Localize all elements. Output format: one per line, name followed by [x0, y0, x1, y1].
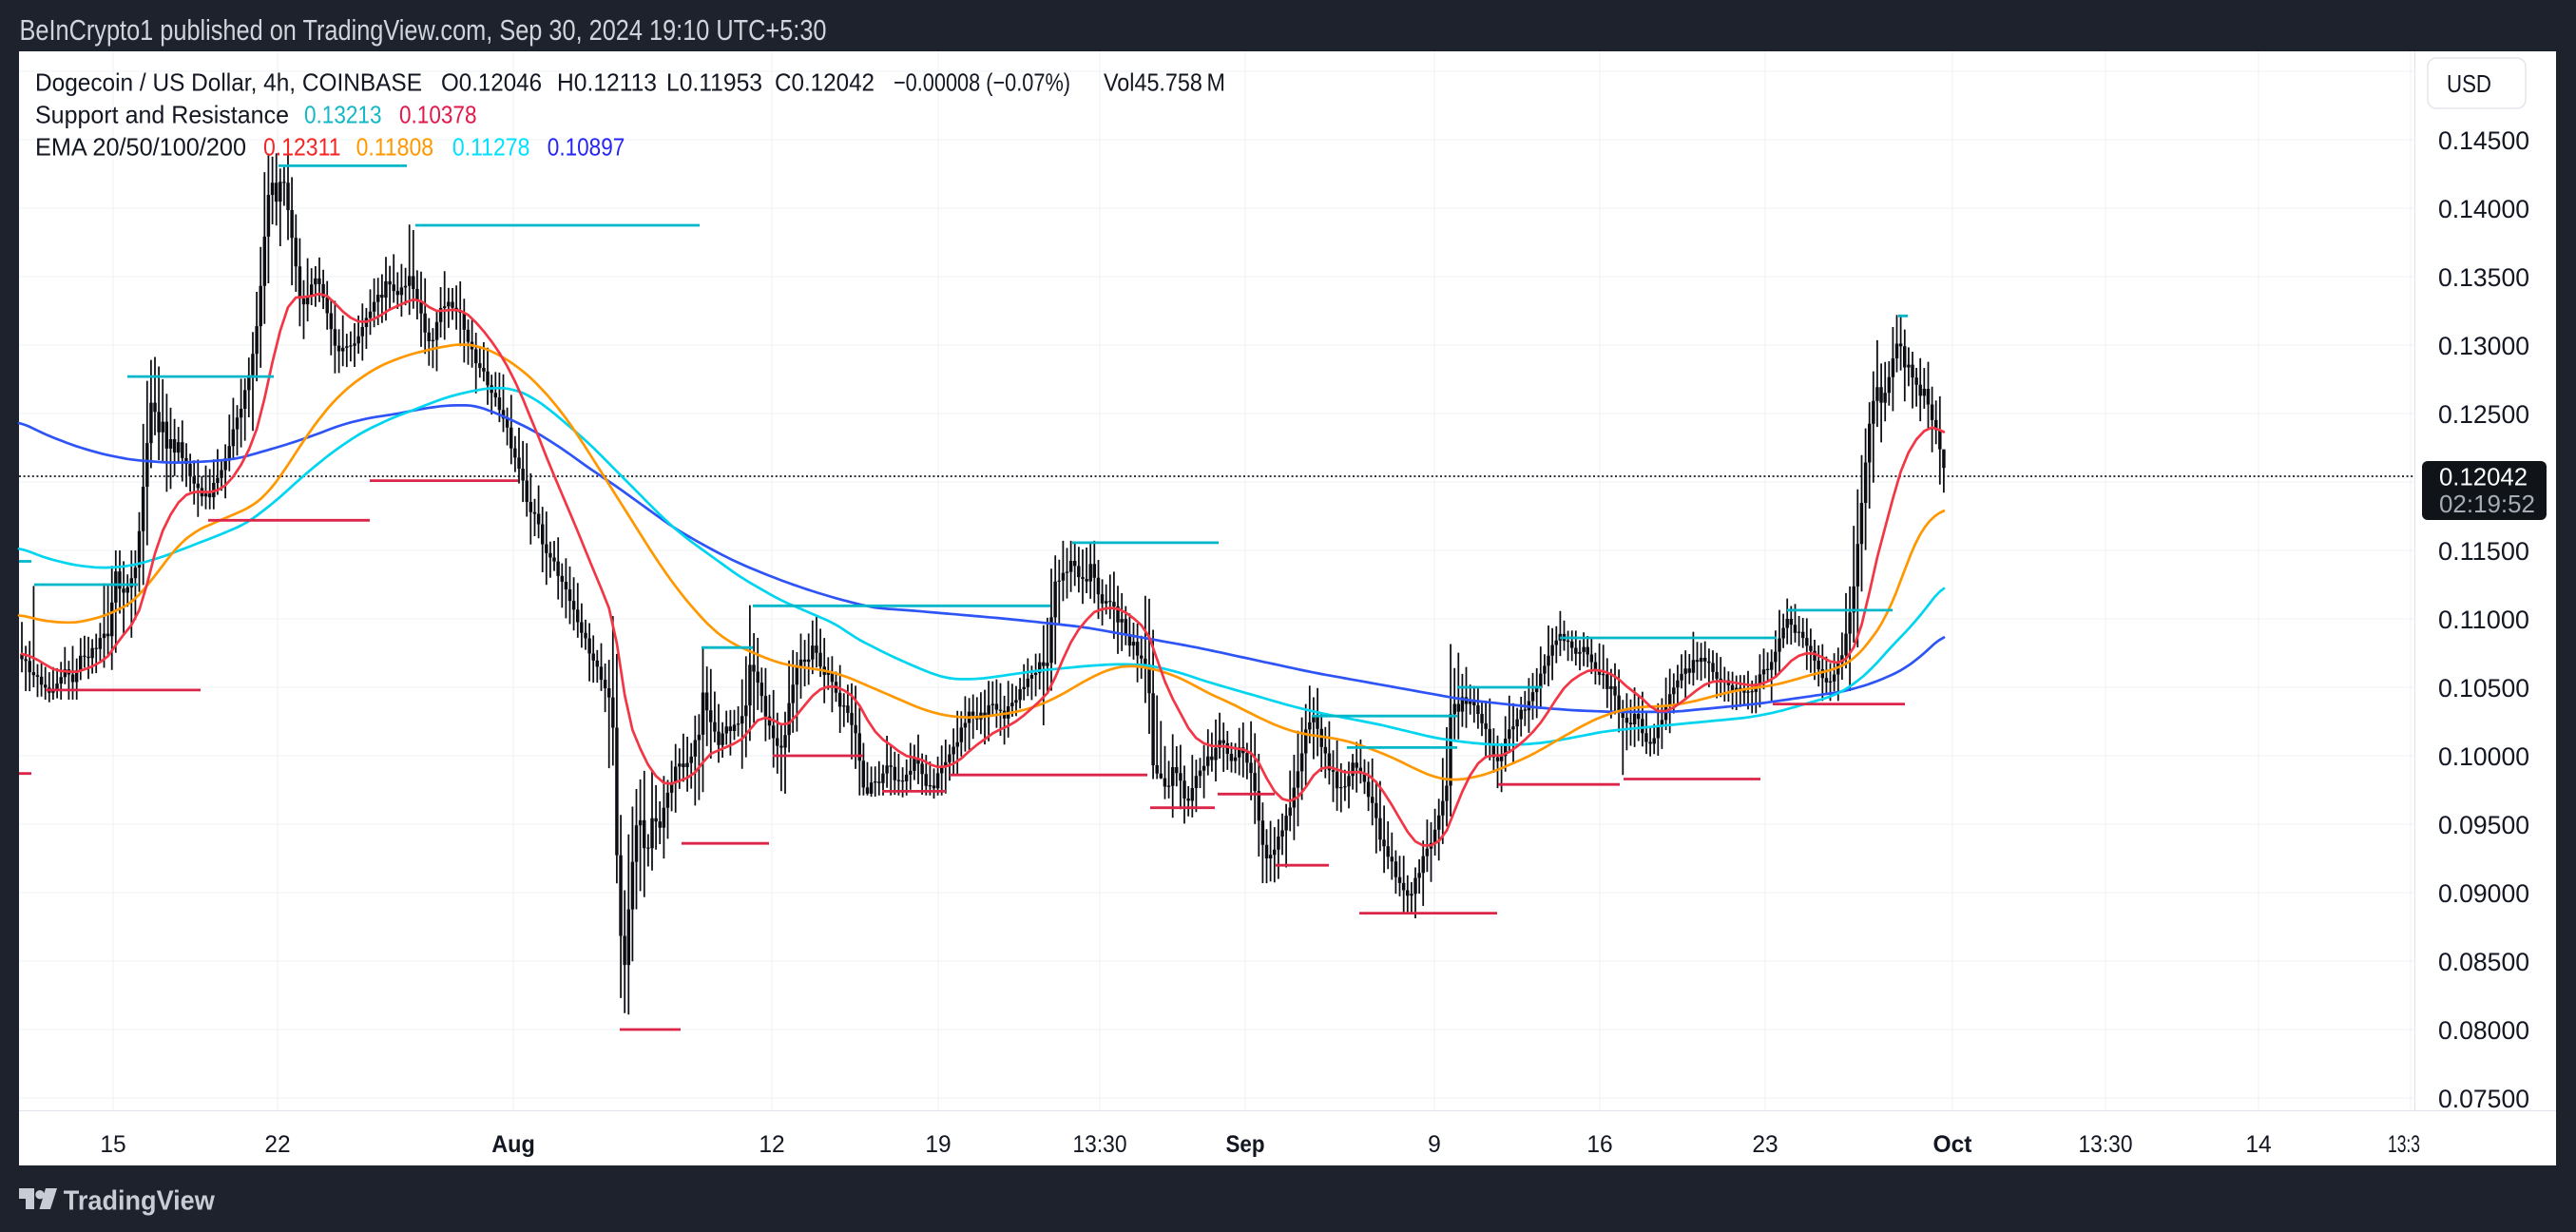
svg-text:0.12500: 0.12500 — [2438, 400, 2529, 429]
svg-text:15: 15 — [100, 1131, 125, 1158]
svg-text:13:3: 13:3 — [2388, 1131, 2420, 1158]
svg-text:Support and Resistance: Support and Resistance — [35, 101, 289, 129]
svg-text:02:19:52: 02:19:52 — [2439, 490, 2535, 518]
svg-text:USD: USD — [2447, 69, 2491, 98]
svg-text:0.14500: 0.14500 — [2438, 126, 2529, 155]
svg-text:0.08000: 0.08000 — [2438, 1016, 2529, 1045]
svg-text:TradingView: TradingView — [64, 1186, 215, 1217]
svg-text:0.10500: 0.10500 — [2438, 674, 2529, 703]
svg-text:0.12311: 0.12311 — [263, 133, 341, 162]
svg-text:C0.12042: C0.12042 — [775, 68, 875, 97]
svg-text:−0.00008 (−0.07%): −0.00008 (−0.07%) — [894, 68, 1070, 97]
svg-text:0.07500: 0.07500 — [2438, 1085, 2529, 1113]
svg-text:0.11500: 0.11500 — [2438, 537, 2529, 566]
svg-text:0.11808: 0.11808 — [356, 133, 434, 162]
svg-text:Sep: Sep — [1226, 1131, 1265, 1158]
svg-text:0.11000: 0.11000 — [2438, 606, 2529, 634]
svg-text:BeInCrypto1 published on Tradi: BeInCrypto1 published on TradingView.com… — [20, 13, 827, 47]
svg-text:Dogecoin / US Dollar, 4h, COIN: Dogecoin / US Dollar, 4h, COINBASE — [35, 68, 422, 97]
svg-text:Aug: Aug — [491, 1131, 535, 1158]
svg-text:12: 12 — [759, 1131, 784, 1158]
svg-text:0.13213: 0.13213 — [304, 101, 382, 129]
svg-text:0.13000: 0.13000 — [2438, 332, 2529, 360]
svg-text:L0.11953: L0.11953 — [666, 68, 762, 97]
svg-text:23: 23 — [1752, 1131, 1778, 1158]
svg-text:0.10378: 0.10378 — [399, 101, 477, 129]
svg-text:0.10897: 0.10897 — [548, 133, 625, 162]
svg-text:EMA 20/50/100/200: EMA 20/50/100/200 — [35, 133, 246, 162]
svg-text:13:30: 13:30 — [2079, 1131, 2133, 1158]
svg-text:0.13500: 0.13500 — [2438, 263, 2529, 292]
svg-text:Vol45.758 M: Vol45.758 M — [1104, 68, 1225, 97]
svg-text:O0.12046: O0.12046 — [441, 68, 542, 97]
svg-text:14: 14 — [2245, 1131, 2271, 1158]
svg-text:0.09500: 0.09500 — [2438, 811, 2529, 839]
svg-text:22: 22 — [264, 1131, 290, 1158]
svg-text:13:30: 13:30 — [1073, 1131, 1127, 1158]
svg-text:9: 9 — [1428, 1131, 1441, 1158]
svg-text:0.12042: 0.12042 — [2439, 463, 2528, 491]
svg-text:0.10000: 0.10000 — [2438, 742, 2529, 771]
svg-text:H0.12113: H0.12113 — [557, 68, 657, 97]
svg-text:Oct: Oct — [1933, 1131, 1973, 1158]
svg-text:19: 19 — [925, 1131, 951, 1158]
svg-text:0.11278: 0.11278 — [452, 133, 530, 162]
svg-text:0.08500: 0.08500 — [2438, 948, 2529, 976]
svg-text:0.14000: 0.14000 — [2438, 195, 2529, 223]
svg-text:16: 16 — [1586, 1131, 1612, 1158]
svg-text:0.09000: 0.09000 — [2438, 879, 2529, 908]
